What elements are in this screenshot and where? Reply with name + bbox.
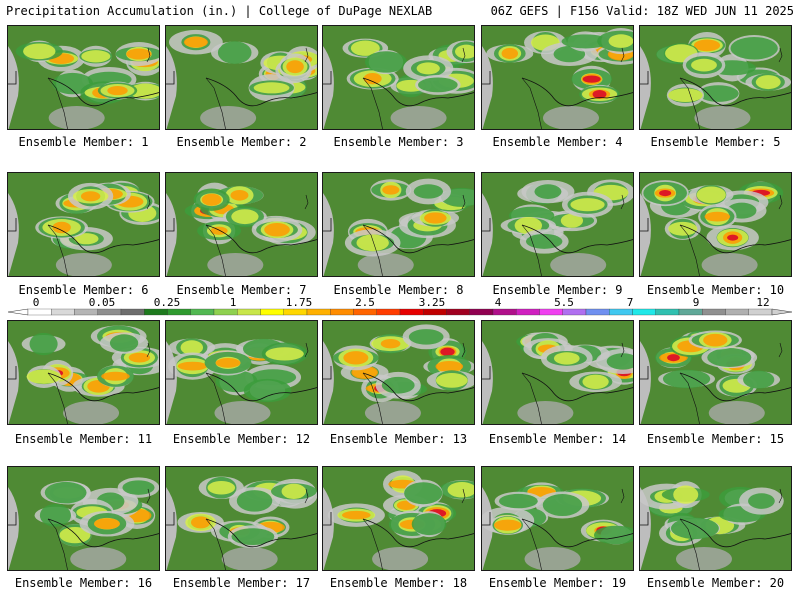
- colorbar-tick-label: 1.75: [286, 296, 313, 309]
- member-caption: Ensemble Member: 4: [492, 135, 623, 149]
- ensemble-member-map: [481, 466, 634, 571]
- colorbar-swatch: [516, 308, 540, 316]
- colorbar-tick-label: 9: [693, 296, 700, 309]
- precip-colorbar: 0 0.05 0.25 1 1.75 2.5 3.25 4 5.5 7 9 12: [7, 296, 793, 316]
- colorbar-swatch: [632, 308, 656, 316]
- colorbar-tick-label: 4: [495, 296, 502, 309]
- colorbar-swatch: [97, 308, 122, 316]
- ensemble-member-map: [639, 466, 792, 571]
- ensemble-member-map: [322, 320, 475, 425]
- member-caption: Ensemble Member: 7: [176, 283, 307, 297]
- ensemble-member-map: [639, 172, 792, 277]
- member-caption: Ensemble Member: 19: [488, 576, 627, 590]
- member-caption: Ensemble Member: 20: [646, 576, 785, 590]
- colorbar-swatch: [237, 308, 261, 316]
- colorbar-swatch: [446, 308, 470, 316]
- map-title: Precipitation Accumulation (in.) | Colle…: [6, 4, 433, 18]
- member-caption: Ensemble Member: 14: [488, 432, 627, 446]
- colorbar-swatch: [144, 308, 168, 316]
- member-caption: Ensemble Member: 13: [329, 432, 468, 446]
- colorbar-swatch: [539, 308, 563, 316]
- ensemble-member-map: [639, 25, 792, 130]
- colorbar-swatch: [260, 308, 284, 316]
- member-caption: Ensemble Member: 10: [646, 283, 785, 297]
- ensemble-member-map: [7, 466, 160, 571]
- colorbar-swatch: [213, 308, 238, 316]
- ensemble-member-map: [481, 320, 634, 425]
- colorbar-tick-label: 12: [756, 296, 769, 309]
- member-caption: Ensemble Member: 15: [646, 432, 785, 446]
- colorbar-swatch: [399, 308, 424, 316]
- member-caption: Ensemble Member: 12: [172, 432, 311, 446]
- colorbar-max-arrow: [771, 308, 793, 316]
- ensemble-member-map: [165, 466, 318, 571]
- ensemble-member-map: [481, 25, 634, 130]
- colorbar-swatch: [423, 308, 447, 316]
- ensemble-member-map: [322, 172, 475, 277]
- colorbar-tick-label: 5.5: [554, 296, 574, 309]
- colorbar-swatch: [702, 308, 726, 316]
- member-caption: Ensemble Member: 6: [18, 283, 149, 297]
- colorbar-swatch: [492, 308, 517, 316]
- colorbar-tick-label: 0.05: [89, 296, 116, 309]
- member-caption: Ensemble Member: 17: [172, 576, 311, 590]
- colorbar-swatch: [27, 308, 52, 316]
- ensemble-member-map: [322, 466, 475, 571]
- ensemble-member-map: [165, 25, 318, 130]
- colorbar-tick-label: 7: [627, 296, 634, 309]
- colorbar-tick-label: 2.5: [355, 296, 375, 309]
- member-caption: Ensemble Member: 5: [650, 135, 781, 149]
- colorbar-swatch: [74, 308, 98, 316]
- member-caption: Ensemble Member: 3: [333, 135, 464, 149]
- member-caption: Ensemble Member: 11: [14, 432, 153, 446]
- member-caption: Ensemble Member: 18: [329, 576, 468, 590]
- colorbar-tick-label: 3.25: [419, 296, 446, 309]
- member-caption: Ensemble Member: 2: [176, 135, 307, 149]
- run-valid-time: 06Z GEFS | F156 Valid: 18Z WED JUN 11 20…: [490, 4, 794, 18]
- colorbar-tick-label: 0.25: [154, 296, 181, 309]
- colorbar-swatch: [678, 308, 703, 316]
- colorbar-swatch: [283, 308, 308, 316]
- colorbar-swatch: [306, 308, 331, 316]
- colorbar-swatch: [469, 308, 494, 316]
- colorbar-swatch: [376, 308, 401, 316]
- colorbar-swatch: [585, 308, 610, 316]
- colorbar-swatch: [725, 308, 749, 316]
- member-caption: Ensemble Member: 16: [14, 576, 153, 590]
- colorbar-tick-label: 1: [230, 296, 237, 309]
- colorbar-tick-label: 0: [33, 296, 40, 309]
- colorbar-swatch: [330, 308, 354, 316]
- colorbar-swatch: [748, 308, 773, 316]
- colorbar-swatch: [190, 308, 215, 316]
- ensemble-member-map: [639, 320, 792, 425]
- colorbar-min-arrow: [7, 308, 29, 316]
- ensemble-member-map: [7, 320, 160, 425]
- member-caption: Ensemble Member: 1: [18, 135, 149, 149]
- ensemble-member-map: [165, 172, 318, 277]
- ensemble-member-map: [481, 172, 634, 277]
- colorbar-swatch: [120, 308, 145, 316]
- colorbar-swatch: [655, 308, 680, 316]
- colorbar-swatch: [562, 308, 587, 316]
- colorbar-swatch: [51, 308, 75, 316]
- colorbar-swatch: [609, 308, 633, 316]
- ensemble-member-map: [7, 25, 160, 130]
- colorbar-swatch: [167, 308, 191, 316]
- ensemble-member-map: [165, 320, 318, 425]
- member-caption: Ensemble Member: 8: [333, 283, 464, 297]
- colorbar-swatch: [353, 308, 377, 316]
- ensemble-member-map: [7, 172, 160, 277]
- ensemble-member-map: [322, 25, 475, 130]
- member-caption: Ensemble Member: 9: [492, 283, 623, 297]
